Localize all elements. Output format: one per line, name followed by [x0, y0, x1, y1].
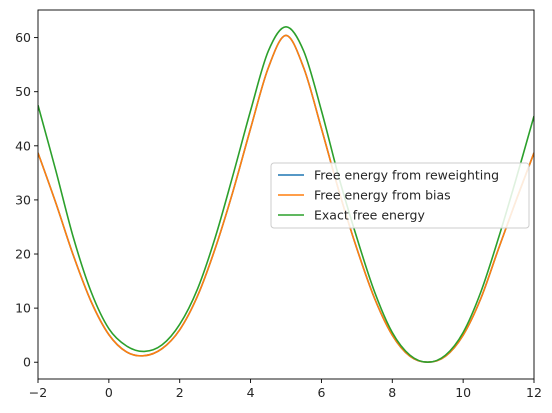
- series-line-3: [38, 25, 534, 364]
- series-line-2: [38, 34, 534, 364]
- legend: Free energy from reweighting Free energy …: [270, 162, 530, 229]
- x-axis: −2 0 2 4 6 8 10 12: [29, 379, 542, 400]
- plot-frame: [37, 9, 535, 380]
- legend-label-2: Free energy from bias: [314, 188, 451, 203]
- x-tick-label: 10: [455, 385, 471, 400]
- legend-label-3: Exact free energy: [314, 208, 425, 223]
- y-tick-label: 20: [15, 247, 31, 262]
- y-tick-label: 10: [15, 301, 31, 316]
- x-tick-label: 4: [247, 385, 255, 400]
- y-tick-label: 40: [15, 138, 31, 153]
- legend-box: [270, 162, 530, 229]
- y-axis: 0 10 20 30 40 50 60: [15, 30, 38, 370]
- x-tick-label: 12: [526, 385, 542, 400]
- series-layer: [38, 25, 534, 364]
- x-tick-label: 8: [388, 385, 396, 400]
- x-tick-label: 2: [176, 385, 184, 400]
- x-tick-label: 6: [317, 385, 325, 400]
- legend-label-1: Free energy from reweighting: [314, 168, 499, 183]
- y-tick-label: 0: [23, 355, 31, 370]
- x-tick-label: 0: [105, 385, 113, 400]
- x-tick-label: −2: [29, 385, 47, 400]
- y-tick-label: 50: [15, 84, 31, 99]
- y-tick-label: 30: [15, 192, 31, 207]
- y-tick-label: 60: [15, 30, 31, 45]
